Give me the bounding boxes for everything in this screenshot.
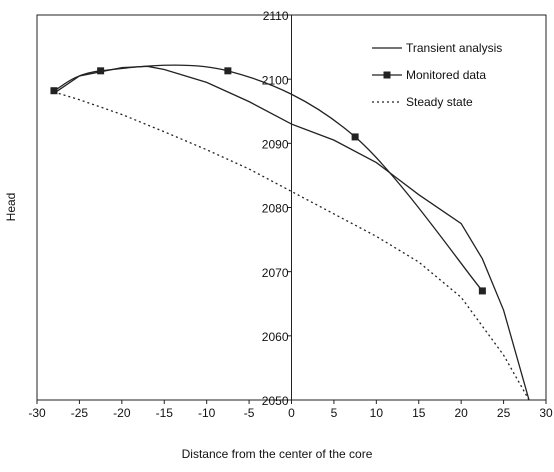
y-tick-label: 2060: [262, 330, 289, 344]
series-line: [53, 91, 530, 401]
data-marker: [224, 67, 232, 75]
data-marker: [351, 133, 359, 141]
x-tick-label: -15: [156, 406, 174, 420]
y-axis-label: Head: [4, 193, 18, 222]
y-tick-label: 2080: [262, 202, 289, 216]
x-tick-label: 10: [370, 406, 384, 420]
y-tick-label: 2090: [262, 138, 289, 152]
legend-label: Transient analysis: [406, 41, 502, 55]
data-marker: [97, 67, 105, 75]
x-tick-label: -25: [71, 406, 89, 420]
x-tick-label: 0: [288, 406, 295, 420]
x-tick-label: 30: [539, 406, 553, 420]
y-tick-label: 2100: [262, 73, 289, 87]
x-axis-label: Distance from the center of the core: [182, 447, 373, 461]
x-tick-label: 15: [412, 406, 426, 420]
y-tick-label: 2110: [263, 9, 289, 23]
x-tick-label: 25: [497, 406, 511, 420]
data-marker: [50, 87, 58, 95]
legend-marker: [383, 71, 391, 79]
y-tick-label: 2050: [262, 394, 289, 408]
x-tick-label: -20: [113, 406, 131, 420]
data-marker: [478, 287, 486, 295]
y-tick-label: 2070: [262, 266, 289, 280]
legend-label: Steady state: [406, 95, 473, 109]
legend-label: Monitored data: [406, 68, 486, 82]
x-tick-label: 5: [331, 406, 338, 420]
x-tick-label: 20: [454, 406, 468, 420]
x-tick-label: -10: [198, 406, 216, 420]
x-tick-label: -5: [244, 406, 255, 420]
x-tick-label: -30: [28, 406, 46, 420]
